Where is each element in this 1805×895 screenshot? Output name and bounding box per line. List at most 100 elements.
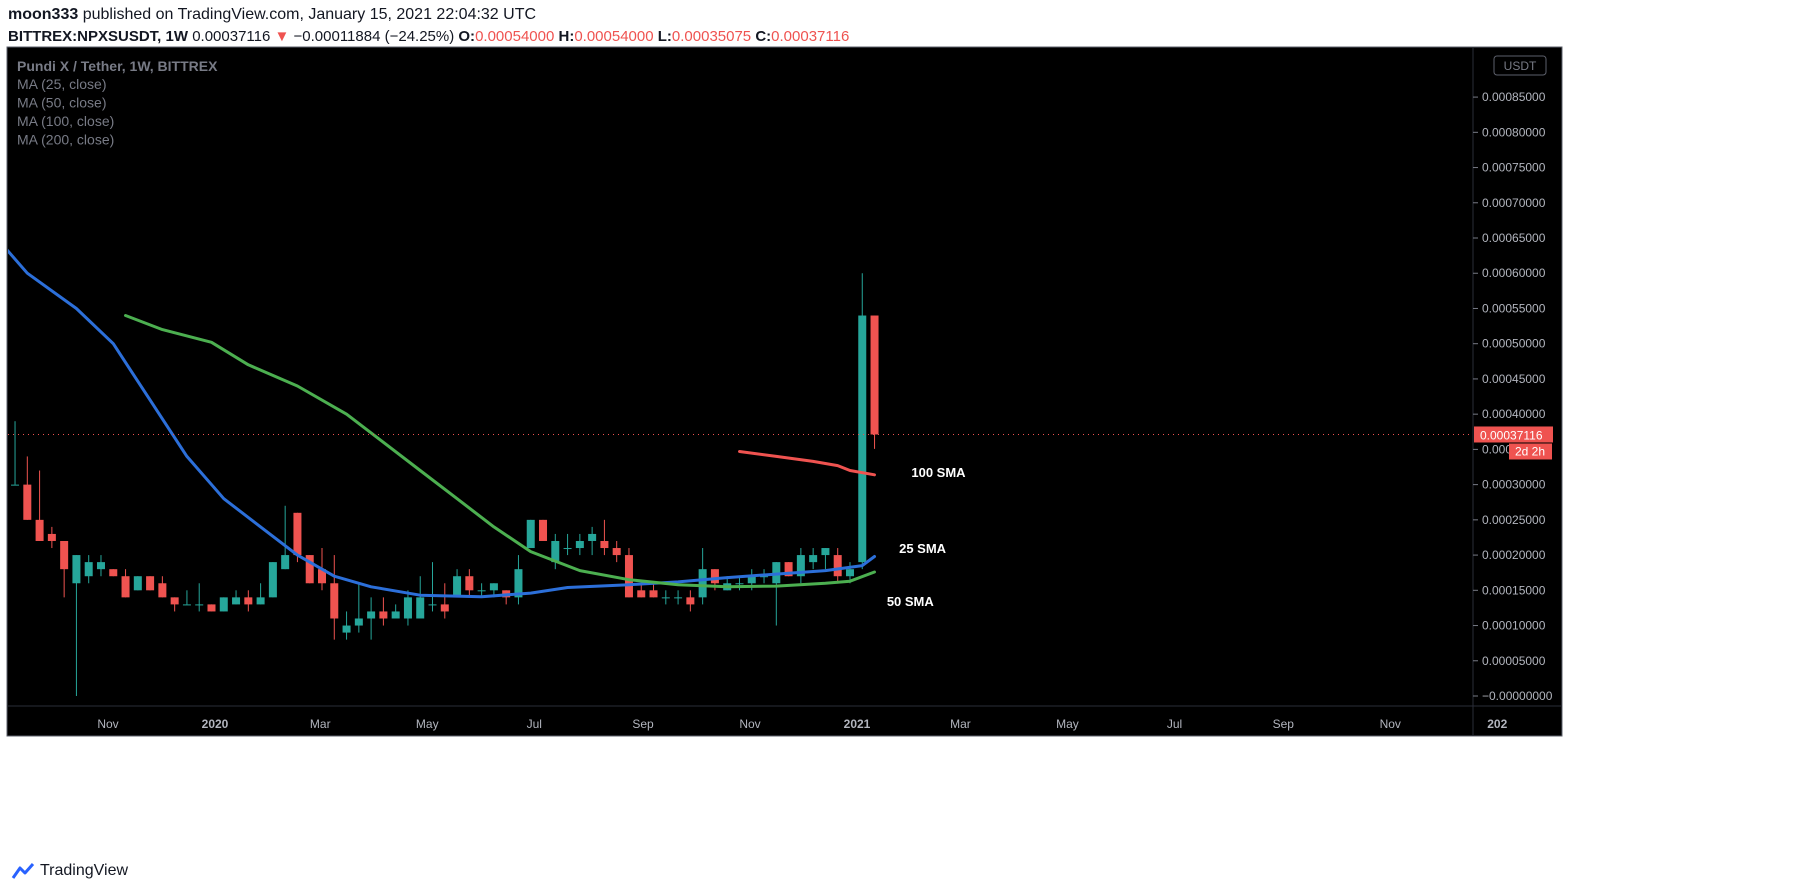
candle-body xyxy=(453,576,462,598)
y-tick-label: 0.00070000 xyxy=(1482,196,1546,210)
open-label: O: xyxy=(458,28,476,45)
x-tick-label: 2021 xyxy=(844,717,871,731)
low-label: L: xyxy=(657,28,672,45)
last-price-label: 0.00037116 xyxy=(1480,428,1543,442)
ma-line-50 xyxy=(124,314,876,589)
candle-body xyxy=(858,315,867,563)
candle-body xyxy=(0,386,7,464)
candle-body xyxy=(379,611,388,619)
candle-body xyxy=(428,604,437,606)
candle-body xyxy=(551,540,560,563)
candle-body xyxy=(833,555,842,577)
candle-body xyxy=(330,583,339,619)
candle-body xyxy=(489,583,498,591)
candle-body xyxy=(624,555,633,598)
y-tick-label: 0.00020000 xyxy=(1482,548,1546,562)
x-tick-label: Nov xyxy=(1380,717,1401,731)
x-tick-label: Jul xyxy=(527,717,542,731)
x-tick-label: May xyxy=(1056,717,1079,731)
ma-annotation: 100 SMA xyxy=(911,465,966,480)
candle-body xyxy=(686,597,695,605)
x-tick-label: Mar xyxy=(310,717,331,731)
candle-body xyxy=(563,548,572,550)
candle-body xyxy=(207,604,216,612)
candle-body xyxy=(747,576,756,584)
last-price: 0.00037116 xyxy=(192,28,271,45)
x-tick-label: Jul xyxy=(1167,717,1182,731)
candle-body xyxy=(23,484,32,520)
x-tick-label: 202 xyxy=(1487,717,1507,731)
candle-body xyxy=(84,562,93,577)
ma-line-100 xyxy=(738,450,876,477)
y-tick-label: 0.00050000 xyxy=(1482,337,1546,351)
candle-body xyxy=(649,590,658,598)
candle-body xyxy=(367,611,376,619)
author-name[interactable]: moon333 xyxy=(8,6,79,23)
candle-body xyxy=(539,519,548,541)
candle-body xyxy=(477,590,486,592)
candle-body xyxy=(637,590,646,598)
candle-body xyxy=(256,597,265,605)
tradingview-brand: TradingView xyxy=(40,862,129,879)
last-price-badge xyxy=(1474,426,1553,443)
candle-body xyxy=(170,597,179,605)
candle-body xyxy=(232,597,241,605)
price-change: −0.00011884 (−24.25%) xyxy=(293,28,455,45)
ma-annotation: 50 SMA xyxy=(887,594,935,609)
candle-body xyxy=(698,569,707,598)
y-tick-label: 0.00080000 xyxy=(1482,125,1546,139)
candle-body xyxy=(600,540,609,549)
candle-body xyxy=(47,533,56,541)
x-tick-label: Sep xyxy=(1273,717,1295,731)
y-tick-label: 0.00005000 xyxy=(1482,654,1546,668)
candle-body xyxy=(821,548,830,556)
symbol-line: BITTREX:NPXSUSDT, 1W 0.00037116 ▼ −0.000… xyxy=(8,28,849,45)
candle-body xyxy=(182,604,191,606)
candle-body xyxy=(588,533,597,541)
x-tick-label: 2020 xyxy=(202,717,229,731)
candle-body xyxy=(440,604,449,612)
candle-body xyxy=(391,611,400,619)
symbol-name: BITTREX:NPXSUSDT, 1W xyxy=(8,28,189,45)
y-tick-label: 0.00025000 xyxy=(1482,513,1546,527)
y-tick-label: 0.00055000 xyxy=(1482,301,1546,315)
candle-body xyxy=(219,597,228,612)
y-tick-label: 0.00015000 xyxy=(1482,583,1546,597)
published-line: moon333 published on TradingView.com, Ja… xyxy=(8,6,536,24)
candle-body xyxy=(293,512,302,556)
candle-body xyxy=(268,562,277,598)
y-tick-label: 0.00045000 xyxy=(1482,372,1546,386)
candle-body xyxy=(870,315,879,435)
candle-body xyxy=(735,583,744,585)
high-value: 0.00054000 xyxy=(574,28,654,45)
legend-entry: MA (25, close) xyxy=(17,76,106,92)
ma-line-25 xyxy=(8,248,876,599)
y-tick-label: 0.00030000 xyxy=(1482,478,1546,492)
open-value: 0.00054000 xyxy=(475,28,555,45)
candle-body xyxy=(11,484,20,486)
legend-entry: MA (50, close) xyxy=(17,95,106,111)
plot-area xyxy=(0,248,1473,696)
candle-body xyxy=(796,555,805,577)
candle-body xyxy=(35,519,44,541)
tradingview-logo[interactable]: TradingView xyxy=(10,862,128,880)
close-label: C: xyxy=(755,28,772,45)
chart-frame xyxy=(6,46,1563,737)
candle-body xyxy=(612,548,621,556)
y-tick-label: 0.00075000 xyxy=(1482,161,1546,175)
candle-body xyxy=(133,576,142,591)
x-tick-label: Mar xyxy=(950,717,971,731)
candle-body xyxy=(661,597,670,599)
candle-body xyxy=(354,618,363,626)
y-tick-label: 0.00085000 xyxy=(1482,90,1546,104)
candle-body xyxy=(465,576,474,591)
x-tick-label: Nov xyxy=(739,717,760,731)
x-tick-label: May xyxy=(416,717,439,731)
currency-badge xyxy=(1493,55,1547,76)
candle-body xyxy=(784,562,793,577)
ma-annotation: 25 SMA xyxy=(899,541,947,556)
close-value: 0.00037116 xyxy=(771,28,850,45)
x-tick-label: Sep xyxy=(632,717,654,731)
candle-body xyxy=(416,597,425,619)
